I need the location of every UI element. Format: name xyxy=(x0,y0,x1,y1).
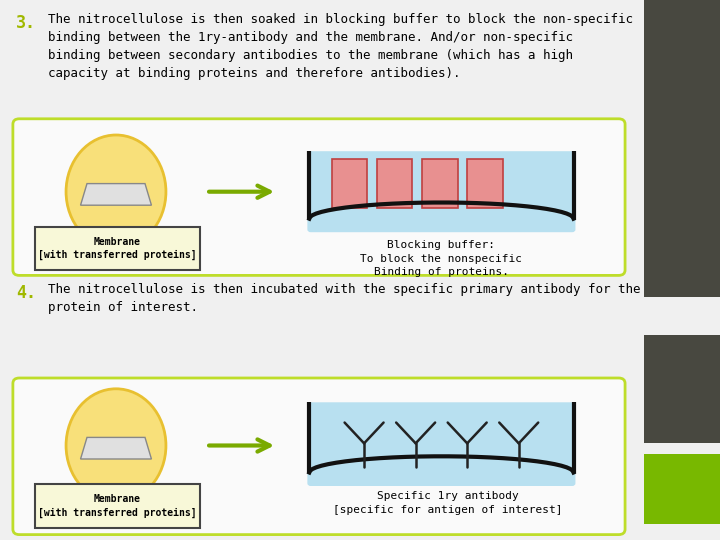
Text: The nitrocellulose is then incubated with the specific primary antibody for the
: The nitrocellulose is then incubated wit… xyxy=(48,284,641,314)
FancyBboxPatch shape xyxy=(35,227,199,270)
Text: Membrane
[with transferred proteins]: Membrane [with transferred proteins] xyxy=(38,237,197,260)
Text: Membrane
[with transferred proteins]: Membrane [with transferred proteins] xyxy=(38,494,197,518)
Text: 3.: 3. xyxy=(16,14,36,31)
FancyBboxPatch shape xyxy=(13,378,625,535)
Bar xyxy=(467,159,503,208)
Bar xyxy=(332,159,367,208)
Ellipse shape xyxy=(66,135,166,248)
Text: The nitrocellulose is then soaked in blocking buffer to block the non-specific
b: The nitrocellulose is then soaked in blo… xyxy=(48,14,634,80)
FancyBboxPatch shape xyxy=(307,151,575,232)
Text: Blocking buffer:
To block the nonspecific
Binding of proteins.: Blocking buffer: To block the nonspecifi… xyxy=(361,240,523,276)
FancyBboxPatch shape xyxy=(13,119,625,275)
Polygon shape xyxy=(81,184,151,205)
Bar xyxy=(644,0,720,297)
Ellipse shape xyxy=(66,389,166,502)
Bar xyxy=(422,159,457,208)
Text: Specific 1ry antibody
[specific for antigen of interest]: Specific 1ry antibody [specific for anti… xyxy=(333,491,562,515)
Text: 4.: 4. xyxy=(16,284,36,301)
Polygon shape xyxy=(81,437,151,459)
Bar xyxy=(644,454,720,524)
FancyBboxPatch shape xyxy=(307,402,575,486)
Bar xyxy=(644,335,720,443)
FancyBboxPatch shape xyxy=(35,484,199,528)
Bar xyxy=(377,159,413,208)
